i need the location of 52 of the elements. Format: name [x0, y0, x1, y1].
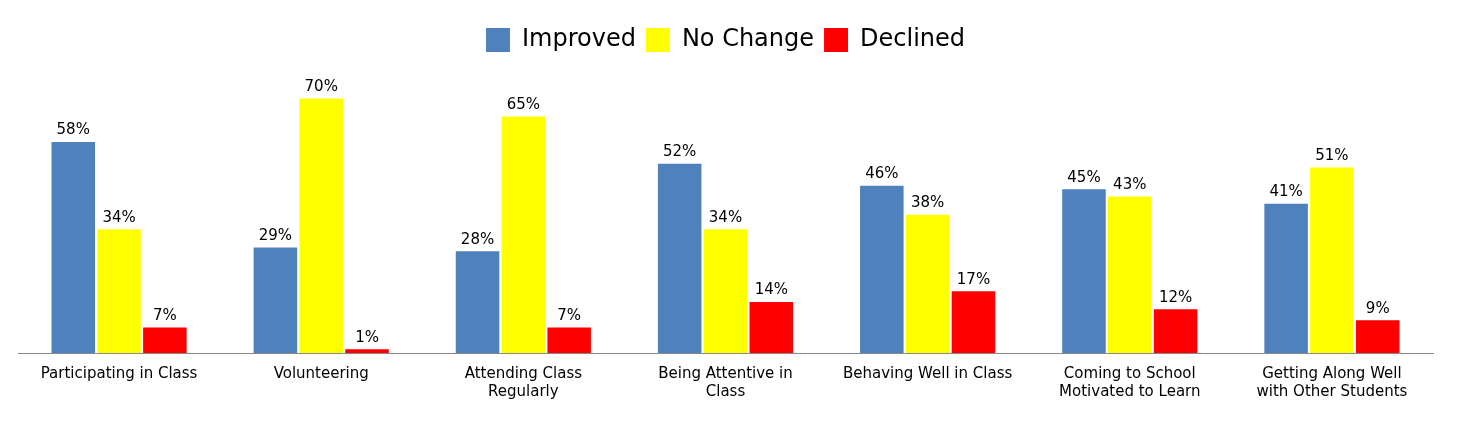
bar — [1062, 189, 1106, 353]
data-label: 12% — [1158, 287, 1193, 306]
data-label: 14% — [754, 280, 788, 299]
data-label: 52% — [663, 142, 697, 161]
bar — [143, 327, 187, 353]
bar — [657, 163, 702, 353]
bar — [253, 247, 298, 353]
x-tick-label: Attending Class Regularly — [464, 363, 583, 400]
bar — [51, 142, 96, 353]
data-label: 1% — [355, 327, 379, 346]
bar — [547, 327, 591, 353]
bar — [905, 214, 950, 353]
data-label: 34% — [708, 207, 743, 226]
bar — [345, 349, 389, 353]
bar — [951, 291, 996, 353]
data-label: 65% — [506, 94, 541, 113]
bar — [1355, 320, 1400, 353]
x-tick-label: Getting Along Well with Other Students — [1256, 363, 1408, 400]
x-tick-label: Volunteering — [273, 363, 369, 382]
bar — [501, 116, 546, 353]
bar — [299, 98, 343, 353]
bar — [1108, 196, 1152, 353]
bar — [1264, 203, 1308, 353]
x-tick-label: Behaving Well in Class — [843, 363, 1013, 382]
data-label: 34% — [102, 207, 136, 226]
legend-label: Improved — [521, 24, 636, 53]
legend-label: No Change — [681, 24, 815, 53]
data-label: 38% — [910, 193, 945, 212]
bar — [455, 251, 500, 353]
bar — [97, 229, 141, 353]
x-tick-label: Participating in Class — [40, 363, 198, 382]
bar — [1153, 309, 1198, 353]
bar — [860, 185, 904, 353]
x-tick-label: Coming to School Motivated to Learn — [1059, 363, 1201, 400]
bar — [703, 229, 748, 353]
x-tick-label: Being Attentive in Class — [658, 363, 793, 400]
data-label: 9% — [1365, 298, 1390, 317]
bar — [749, 302, 794, 353]
data-label: 58% — [56, 120, 90, 139]
data-label: 51% — [1315, 145, 1349, 164]
data-label: 17% — [956, 269, 991, 288]
data-label: 70% — [304, 76, 338, 95]
bar — [1310, 167, 1354, 353]
data-label: 29% — [258, 225, 293, 244]
data-label: 7% — [557, 305, 582, 324]
legend-label: Declined — [860, 24, 966, 53]
data-label: 28% — [460, 229, 495, 248]
data-label: 45% — [1067, 167, 1101, 186]
data-label: 43% — [1113, 174, 1147, 193]
data-label: 7% — [152, 305, 177, 324]
data-label: 46% — [865, 164, 899, 183]
data-label: 41% — [1269, 182, 1303, 201]
